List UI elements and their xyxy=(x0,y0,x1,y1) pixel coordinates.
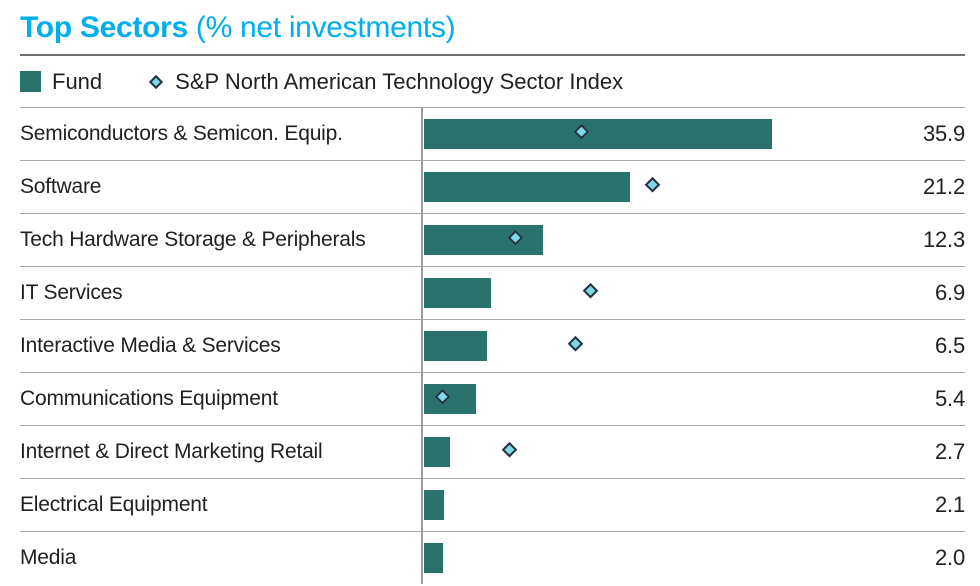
fund-value: 6.9 xyxy=(935,280,965,305)
sector-label: Electrical Equipment xyxy=(20,493,208,516)
sector-label: Media xyxy=(20,546,77,569)
page-title: Top Sectors (% net investments) xyxy=(20,8,965,48)
sector-plot-area xyxy=(422,373,887,425)
sector-plot-area xyxy=(422,479,887,531)
legend-item-index: S&P North American Technology Sector Ind… xyxy=(146,69,623,95)
fund-bar xyxy=(424,331,488,361)
chart-legend: Fund S&P North American Technology Secto… xyxy=(20,56,965,107)
fund-bar xyxy=(424,225,544,255)
fund-bar xyxy=(424,384,477,414)
index-diamond-marker xyxy=(567,335,584,352)
title-subtitle: (% net investments) xyxy=(187,11,456,44)
sector-plot-area xyxy=(422,532,887,584)
fund-value: 35.9 xyxy=(922,121,965,146)
sector-row: Interactive Media & Services 6.5 xyxy=(20,319,965,372)
axis-baseline xyxy=(421,107,423,584)
fund-bar xyxy=(424,490,445,520)
index-diamond-marker xyxy=(644,176,661,193)
sector-row: Semiconductors & Semicon. Equip. 35.9 xyxy=(20,107,965,160)
sector-label: Software xyxy=(20,175,102,198)
sector-row: Tech Hardware Storage & Peripherals 12.3 xyxy=(20,213,965,266)
sector-plot-area xyxy=(422,161,887,213)
index-diamond-icon xyxy=(149,74,164,89)
sector-label: IT Services xyxy=(20,281,123,304)
fund-bar xyxy=(424,119,773,149)
fund-value: 12.3 xyxy=(922,227,965,252)
fund-value: 2.0 xyxy=(935,545,965,570)
sector-row: Media 2.0 xyxy=(20,531,965,584)
title-main: Top Sectors xyxy=(20,11,188,44)
index-diamond-marker xyxy=(582,282,598,299)
sector-row: Communications Equipment 5.4 xyxy=(20,372,965,425)
sector-label: Semiconductors & Semicon. Equip. xyxy=(20,122,343,145)
sector-row: IT Services 6.9 xyxy=(20,266,965,319)
index-diamond-marker xyxy=(501,441,518,458)
fund-bar xyxy=(424,437,451,467)
bar-chart: Semiconductors & Semicon. Equip. 35.9 Soft… xyxy=(20,107,965,584)
legend-index-label: S&P North American Technology Sector Ind… xyxy=(175,68,624,94)
legend-item-fund: Fund xyxy=(20,69,102,95)
sector-plot-area xyxy=(422,108,887,160)
fund-bar xyxy=(424,543,444,573)
sector-row: Software 21.2 xyxy=(20,160,965,213)
sector-plot-area xyxy=(422,320,887,372)
sector-plot-area xyxy=(422,267,887,319)
fund-value: 2.7 xyxy=(935,439,965,464)
title-divider xyxy=(20,54,965,56)
sector-row: Electrical Equipment 2.1 xyxy=(20,478,965,531)
sector-label: Tech Hardware Storage & Peripherals xyxy=(20,228,366,251)
fund-value: 6.5 xyxy=(935,333,965,358)
sector-label: Interactive Media & Services xyxy=(20,334,281,357)
legend-fund-label: Fund xyxy=(52,68,103,94)
fund-value: 2.1 xyxy=(935,492,965,517)
sector-row: Internet & Direct Marketing Retail 2.7 xyxy=(20,425,965,478)
fund-square-icon xyxy=(20,71,41,92)
sector-label: Communications Equipment xyxy=(20,387,278,410)
fund-bar xyxy=(424,172,630,202)
fund-value: 5.4 xyxy=(935,386,965,411)
sector-plot-area xyxy=(422,426,887,478)
sector-plot-area xyxy=(422,214,887,266)
fund-bar xyxy=(424,278,491,308)
fund-value: 21.2 xyxy=(922,174,965,199)
sector-label: Internet & Direct Marketing Retail xyxy=(20,440,323,463)
